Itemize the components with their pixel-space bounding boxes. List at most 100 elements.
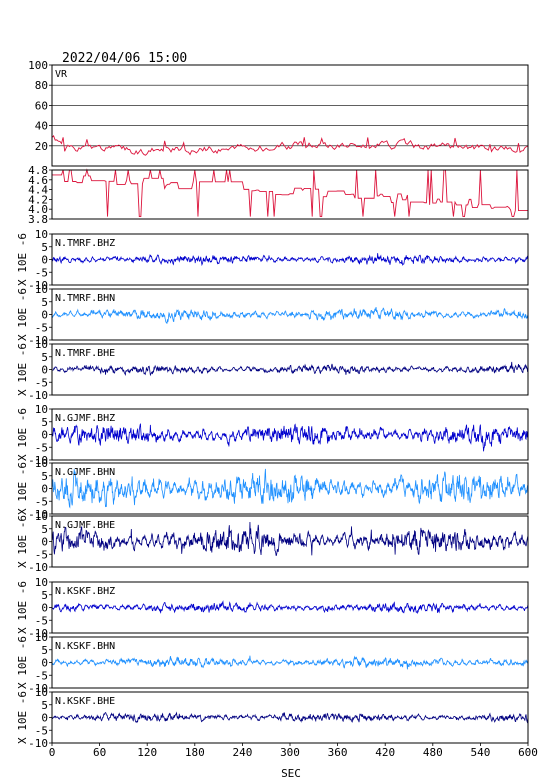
y-axis-label: X 10E -6 bbox=[16, 581, 29, 634]
y-tick-label: 4.2 bbox=[28, 193, 48, 206]
y-tick-label: 0 bbox=[41, 657, 48, 670]
y-axis-label: X 10E -6 bbox=[16, 691, 29, 744]
y-tick-label: 5 bbox=[41, 699, 48, 712]
y-tick-label: 0 bbox=[41, 536, 48, 549]
trace-vr bbox=[51, 135, 529, 156]
trace-n-tmrf-bhe bbox=[51, 361, 529, 377]
x-axis: 0 60 120 180 240 300 360 420 480 540 600 bbox=[49, 743, 538, 759]
y-tick-label: -5 bbox=[35, 376, 48, 389]
trace-n-gjmf-bhn bbox=[51, 468, 529, 509]
x-tick-label: 420 bbox=[375, 746, 395, 759]
trace-n-gjmf-bhe bbox=[51, 522, 529, 556]
y-tick-label: -5 bbox=[35, 495, 48, 508]
y-axis-label: X 10E -6 bbox=[16, 233, 29, 286]
y-tick-label: 80 bbox=[35, 79, 48, 92]
y-tick-label: -10 bbox=[28, 682, 48, 695]
y-tick-label: 5 bbox=[41, 241, 48, 254]
figure-title: 2022/04/06 15:00 bbox=[62, 51, 187, 66]
y-tick-label: 0 bbox=[41, 712, 48, 725]
trace-n-gjmf-bhz bbox=[51, 423, 529, 452]
y-tick-label: 20 bbox=[35, 140, 48, 153]
panel-frame bbox=[51, 515, 529, 568]
y-tick-label: 3.8 bbox=[28, 213, 48, 226]
x-tick-label: 360 bbox=[328, 746, 348, 759]
y-tick-label: 0 bbox=[41, 254, 48, 267]
x-tick-label: 540 bbox=[470, 746, 490, 759]
y-tick-label: 10 bbox=[35, 228, 48, 241]
y-tick-label: -10 bbox=[28, 561, 48, 574]
panel-frame bbox=[51, 343, 529, 396]
y-tick-label: 4.8 bbox=[28, 164, 48, 177]
y-tick-label: 5 bbox=[41, 644, 48, 657]
y-tick-label: 5 bbox=[41, 296, 48, 309]
station-label: N.TMRF.BHN bbox=[55, 293, 115, 304]
y-axis-label: X 10E -6 bbox=[16, 515, 29, 568]
x-tick-label: 480 bbox=[423, 746, 443, 759]
y-tick-label: 5 bbox=[41, 523, 48, 536]
station-label: N.GJMF.BHZ bbox=[55, 413, 115, 424]
station-label: N.KSKF.BHN bbox=[55, 641, 115, 652]
y-tick-label: -10 bbox=[28, 737, 48, 750]
trace-magnitude bbox=[52, 168, 528, 217]
y-tick-label: 0 bbox=[41, 483, 48, 496]
y-tick-label: 5 bbox=[41, 351, 48, 364]
y-tick-label: 4.0 bbox=[28, 203, 48, 216]
y-tick-label: 40 bbox=[35, 120, 48, 133]
station-label: N.TMRF.BHE bbox=[55, 348, 115, 359]
panel-frame bbox=[51, 169, 529, 220]
y-tick-label: 0 bbox=[41, 429, 48, 442]
panel-frame bbox=[51, 581, 529, 634]
y-tick-label: 5 bbox=[41, 470, 48, 483]
y-axis-label: X 10E -6 bbox=[16, 636, 29, 689]
y-tick-label: 10 bbox=[35, 283, 48, 296]
y-tick-label: -10 bbox=[28, 627, 48, 640]
y-tick-label: -5 bbox=[35, 266, 48, 279]
y-axis-label: X 10E -6 bbox=[16, 408, 29, 461]
y-tick-label: 10 bbox=[35, 457, 48, 470]
y-tick-label: 4.6 bbox=[28, 174, 48, 187]
trace-n-kskf-bhe bbox=[51, 711, 529, 724]
y-axis-label: X 10E -6 bbox=[16, 462, 29, 515]
y-tick-label: 0 bbox=[41, 309, 48, 322]
y-axis-label: X 10E -6 bbox=[16, 288, 29, 341]
y-tick-label: 0 bbox=[41, 364, 48, 377]
y-tick-label: 60 bbox=[35, 99, 48, 112]
x-tick-label: 300 bbox=[280, 746, 300, 759]
y-tick-label: -5 bbox=[35, 548, 48, 561]
y-tick-label: -10 bbox=[28, 389, 48, 402]
x-axis-label: SEC bbox=[281, 767, 301, 780]
y-tick-label: -5 bbox=[35, 614, 48, 627]
trace-n-kskf-bhn bbox=[51, 655, 529, 670]
y-tick-label: 4.4 bbox=[28, 184, 48, 197]
panel-frame bbox=[51, 462, 529, 515]
panel-frame bbox=[51, 636, 529, 689]
panel-frame bbox=[51, 233, 529, 286]
x-tick-label: 60 bbox=[93, 746, 106, 759]
x-tick-label: 180 bbox=[185, 746, 205, 759]
trace-n-tmrf-bhn bbox=[51, 307, 529, 324]
y-tick-label: 10 bbox=[35, 338, 48, 351]
y-tick-label: -10 bbox=[28, 279, 48, 292]
y-tick-label: -5 bbox=[35, 441, 48, 454]
y-tick-label: -10 bbox=[28, 454, 48, 467]
panel-frame bbox=[51, 408, 529, 461]
station-label: N.GJMF.BHN bbox=[55, 467, 115, 478]
station-label: N.KSKF.BHZ bbox=[55, 586, 115, 597]
x-tick-label: 120 bbox=[137, 746, 157, 759]
y-tick-label: 100 bbox=[28, 59, 48, 72]
panels: 10080604020VR4.84.64.44.24.03.81050-5-10… bbox=[16, 59, 529, 750]
y-tick-label: 10 bbox=[35, 510, 48, 523]
station-label: N.KSKF.BHE bbox=[55, 696, 115, 707]
y-tick-label: -5 bbox=[35, 669, 48, 682]
x-tick-label: 240 bbox=[232, 746, 252, 759]
y-tick-label: 10 bbox=[35, 686, 48, 699]
station-label: N.GJMF.BHE bbox=[55, 520, 115, 531]
